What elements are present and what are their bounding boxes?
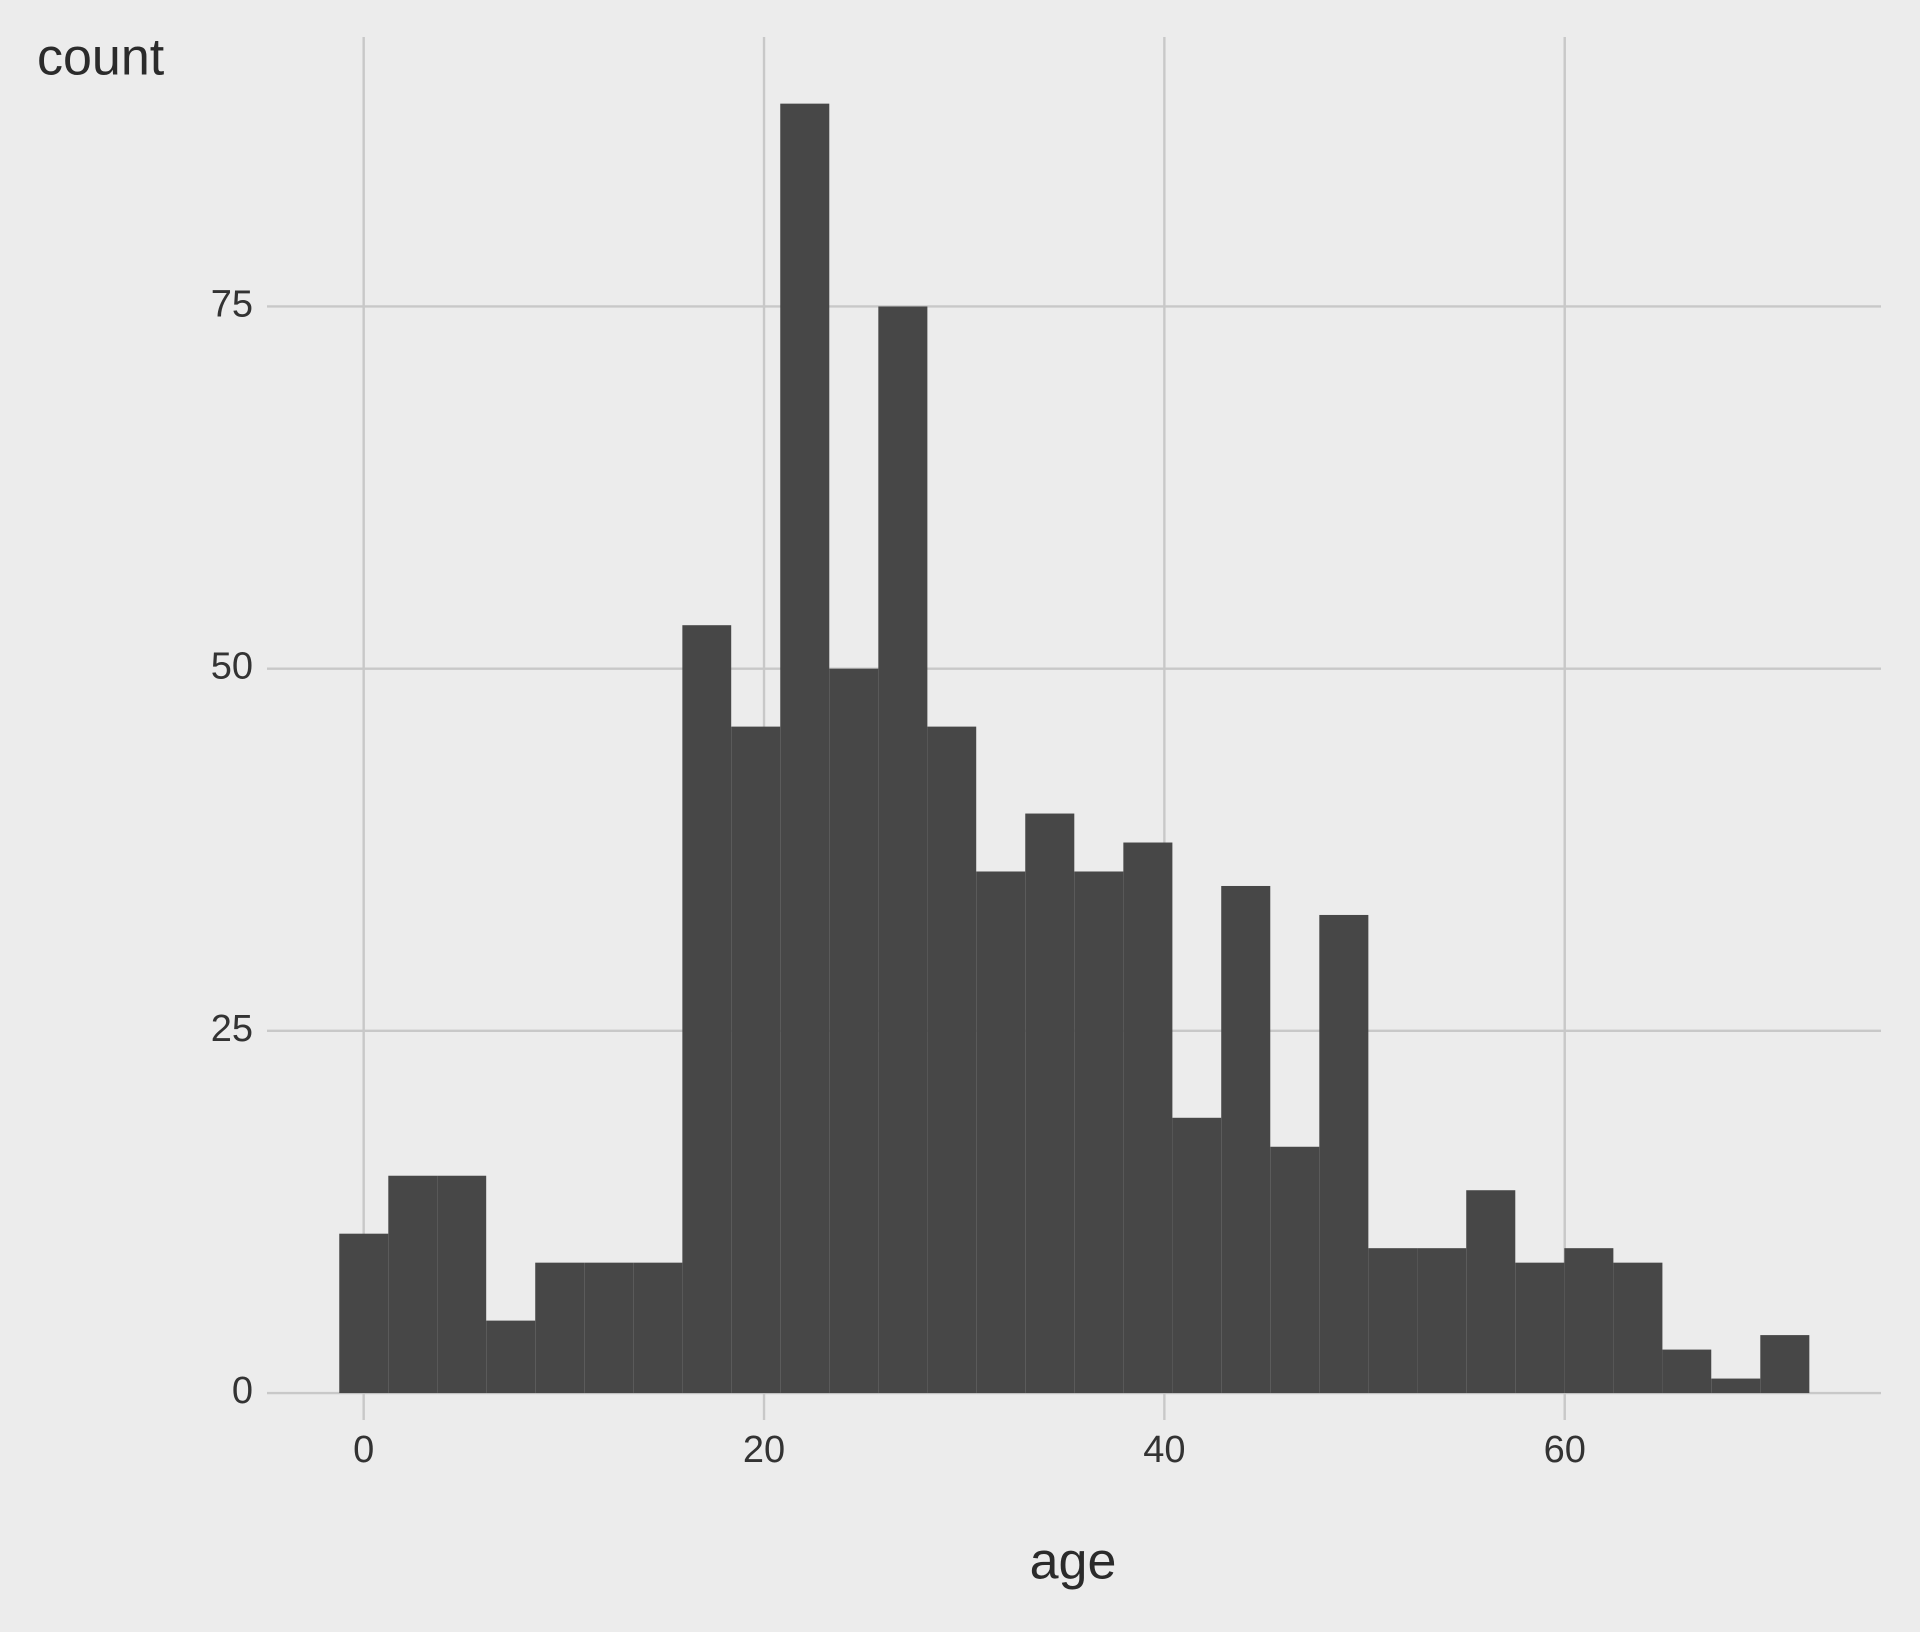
bar xyxy=(878,306,928,1394)
y-tick-label: 0 xyxy=(232,1370,253,1412)
bar xyxy=(1662,1349,1712,1394)
x-tick-label: 40 xyxy=(1143,1429,1185,1471)
bar xyxy=(584,1262,634,1394)
y-tick-label: 25 xyxy=(211,1008,253,1050)
bar xyxy=(682,625,732,1394)
bar xyxy=(1564,1248,1614,1394)
bar xyxy=(1466,1190,1516,1394)
bar xyxy=(1025,813,1075,1394)
bar xyxy=(1270,1146,1320,1394)
bar xyxy=(1613,1262,1663,1394)
bar xyxy=(1074,871,1124,1394)
bar xyxy=(535,1262,585,1394)
bar xyxy=(1123,842,1173,1394)
bar xyxy=(1172,1117,1222,1394)
bar xyxy=(633,1262,683,1394)
bar xyxy=(976,871,1026,1394)
bar xyxy=(829,668,879,1394)
y-axis-title: count xyxy=(37,29,165,87)
bar xyxy=(1319,914,1369,1394)
y-tick-label: 50 xyxy=(211,646,253,688)
bar xyxy=(1221,885,1271,1394)
bar xyxy=(780,103,830,1394)
bar xyxy=(731,726,781,1394)
bar xyxy=(1515,1262,1565,1394)
y-tick-label: 75 xyxy=(211,284,253,326)
bar xyxy=(388,1175,438,1394)
bar xyxy=(437,1175,487,1394)
bar xyxy=(339,1233,389,1394)
x-tick-label: 0 xyxy=(353,1429,374,1471)
bar xyxy=(486,1320,536,1394)
x-tick-label: 60 xyxy=(1544,1429,1586,1471)
bar xyxy=(1417,1248,1467,1394)
bar xyxy=(1368,1248,1418,1394)
x-axis-title: age xyxy=(1030,1533,1117,1591)
x-tick-label: 20 xyxy=(743,1429,785,1471)
bar xyxy=(1760,1335,1810,1394)
bar xyxy=(927,726,977,1394)
bar xyxy=(1711,1378,1761,1394)
